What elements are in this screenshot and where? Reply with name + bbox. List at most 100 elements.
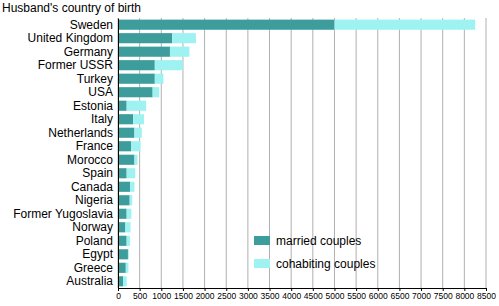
y-tick: Greece [74,261,118,275]
title: Husband's country of birth [2,1,141,15]
bar [118,74,155,84]
bar [118,141,131,151]
x-tick: 8500 [477,288,496,301]
bar [134,155,137,165]
bar [118,236,127,246]
bar [118,182,130,192]
bar [118,20,334,30]
y-tick: Estonia [73,99,118,113]
x-tick: 5000 [326,288,345,301]
x-tick: 1000 [152,288,171,301]
bar [334,20,475,30]
y-tick: Former Yugoslavia [13,207,118,221]
chart: 0500100015002000250030003500400045005000… [0,0,499,306]
y-tick: Spain [82,166,118,180]
bar [130,195,133,205]
y-tick-label: Egypt [82,247,113,261]
bar [118,209,127,219]
y-tick-label: Spain [82,166,113,180]
x-tick: 500 [133,288,147,301]
bar [127,168,136,178]
grid-line [399,18,400,288]
bar [118,155,134,165]
x-tick-label: 5500 [347,291,366,301]
y-tick: Sweden [70,18,118,32]
grid-line [139,18,140,288]
bar [127,236,130,246]
bar [172,33,196,43]
grid-line [182,18,183,288]
grid-line [442,18,443,288]
bar [118,168,127,178]
y-tick: Turkey [77,72,118,86]
bar [153,87,159,97]
legend-item: married couples [254,234,361,248]
bar [127,101,146,111]
y-tick: Poland [76,234,118,248]
bar [125,222,130,232]
y-tick-label: Turkey [77,72,113,86]
bar [126,263,129,273]
y-tick-label: Australia [66,274,113,288]
x-tick-label: 5000 [326,291,345,301]
x-tick-label: 8000 [455,291,474,301]
y-tick: France [76,139,118,153]
bar [127,209,132,219]
x-tick-label: 1000 [152,291,171,301]
bar [118,47,170,57]
x-tick-label: 2500 [217,291,236,301]
y-tick-label: Germany [64,45,113,59]
grid-line [421,18,422,288]
bar [155,74,164,84]
y-tick: Egypt [82,247,118,261]
x-tick: 4000 [282,288,301,301]
legend-label: married couples [276,234,361,248]
x-tick-label: 4000 [282,291,301,301]
x-tick: 5500 [347,288,366,301]
y-tick-label: Morocco [67,153,113,167]
bar [118,101,127,111]
legend: married couples cohabiting couples [254,234,375,271]
bar [118,249,128,259]
bar [118,87,153,97]
bar [134,128,141,138]
grid-line [269,18,270,288]
y-tick-label: United Kingdom [28,31,113,45]
y-tick: Germany [64,45,118,59]
y-tick: USA [88,85,118,99]
x-tick: 3000 [239,288,258,301]
y-axis: SwedenUnited KingdomGermanyFormer USSRTu… [13,18,118,289]
grid-line [118,18,119,288]
legend-label: cohabiting couples [276,257,375,271]
x-tick-label: 500 [133,291,147,301]
bar [133,114,144,124]
bar [118,222,125,232]
grid-line [377,18,378,288]
y-tick: Italy [91,112,118,126]
bar [118,195,130,205]
grid [118,18,486,288]
grid-line [464,18,465,288]
bar [118,114,133,124]
x-tick-label: 7000 [412,291,431,301]
y-tick-label: Netherlands [48,126,113,140]
y-tick: United Kingdom [28,31,118,45]
grid-line [486,18,487,288]
y-tick: Australia [66,274,118,288]
legend-swatch [254,259,270,268]
x-tick-label: 3000 [239,291,258,301]
x-tick: 7000 [412,288,431,301]
legend-swatch [254,236,270,245]
bar [118,60,155,70]
x-tick: 0 [116,288,121,301]
x-tick: 6000 [369,288,388,301]
x-tick: 2000 [196,288,215,301]
y-tick: Netherlands [48,126,118,140]
y-tick: Morocco [67,153,118,167]
x-tick-label: 4500 [304,291,323,301]
bar [130,182,134,192]
bar [118,128,134,138]
x-tick: 7500 [434,288,453,301]
y-tick-label: France [76,139,114,153]
y-tick-label: Canada [71,180,113,194]
